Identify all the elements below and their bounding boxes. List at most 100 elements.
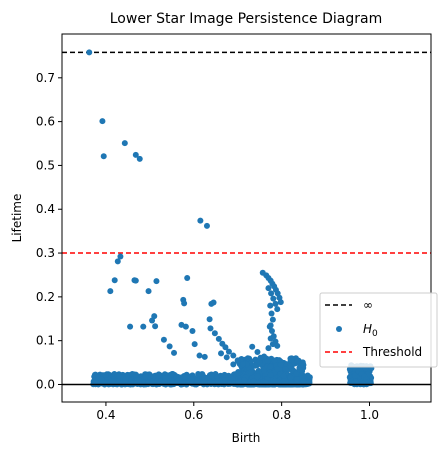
h0-point [195,370,202,377]
h0-point [282,366,289,373]
h0-point [287,374,294,381]
h0-point [261,353,268,360]
h0-point [348,378,355,385]
plot-frame [61,33,432,403]
h0-point [145,288,152,295]
h0-point [254,373,261,380]
h0-point [142,373,149,380]
h0-point [274,342,281,349]
h0-point [268,290,275,297]
h0-points [86,49,374,387]
h0-point [215,335,222,342]
y-axis-ticks: 0.0 0.1 0.2 0.3 0.4 0.5 0.6 0.7 [36,71,62,391]
h0-point [100,153,107,160]
h0-point [140,323,147,330]
h0-point [267,371,274,378]
y-tick-label: 0.2 [36,290,55,304]
h0-point [206,316,213,323]
y-tick-label: 0.1 [36,334,55,348]
h0-point [264,358,271,365]
h0-point [286,363,293,370]
h0-point [268,328,275,335]
h0-point [129,370,136,377]
h0-point [293,370,300,377]
h0-point [268,310,275,317]
h0-point [132,277,139,284]
h0-point [267,363,274,370]
h0-point [294,376,301,383]
h0-point [116,373,123,380]
legend-h0-label-base: H [363,322,372,336]
h0-point [239,361,246,368]
h0-point [194,377,201,384]
h0-point [294,357,301,364]
h0-point [230,361,237,368]
h0-point [280,372,287,379]
h0-point [171,349,178,356]
legend-infinity-label: ∞ [363,298,373,312]
h0-point [261,367,268,374]
h0-point [135,377,142,384]
h0-point [211,330,218,337]
h0-point [111,277,118,284]
h0-point [277,299,284,306]
h0-point [149,378,156,385]
x-tick-label: 0.8 [272,408,291,422]
legend-threshold-label: Threshold [362,345,422,359]
y-tick-label: 0.4 [36,202,55,216]
h0-point [168,371,175,378]
h0-point [208,372,215,379]
h0-point [99,118,106,125]
h0-point [272,377,279,384]
h0-point [181,300,188,307]
h0-point [271,357,278,364]
h0-point [277,362,284,369]
y-tick-label: 0.7 [36,71,55,85]
h0-point [182,323,189,330]
y-axis-label: Lifetime [10,194,24,243]
h0-point [269,316,276,323]
h0-point [296,367,303,374]
h0-point [150,373,157,380]
h0-point [98,376,105,383]
h0-point [166,343,173,350]
h0-point [270,333,277,340]
h0-point [109,377,116,384]
h0-point [107,288,114,295]
h0-point [352,372,359,379]
h0-point [175,377,182,384]
h0-point [191,341,198,348]
h0-point [196,352,203,359]
h0-point [189,328,196,335]
y-tick-label: 0.3 [36,246,55,260]
h0-point [184,275,191,282]
h0-point [155,372,162,379]
h0-point [218,350,225,357]
h0-point [274,366,281,373]
h0-point [249,343,256,350]
h0-point [223,354,230,361]
h0-point [149,317,156,324]
h0-point [270,295,277,302]
h0-point [367,380,374,387]
h0-point [132,151,139,158]
h0-point [197,217,204,224]
h0-dense-points [90,355,375,388]
chart-title: Lower Star Image Persistence Diagram [110,11,382,27]
h0-point [265,285,272,292]
h0-point [153,278,160,285]
x-tick-label: 0.6 [184,408,203,422]
h0-point [114,258,121,265]
h0-point [210,299,217,306]
h0-point [127,323,134,330]
plot-area [61,33,432,403]
h0-point [152,323,159,330]
legend-h0-label-sub: 0 [372,329,378,339]
h0-point [136,155,143,162]
h0-point [230,352,237,359]
h0-point [234,357,241,364]
h0-point [86,49,93,56]
h0-point [188,376,195,383]
h0-point [122,376,129,383]
